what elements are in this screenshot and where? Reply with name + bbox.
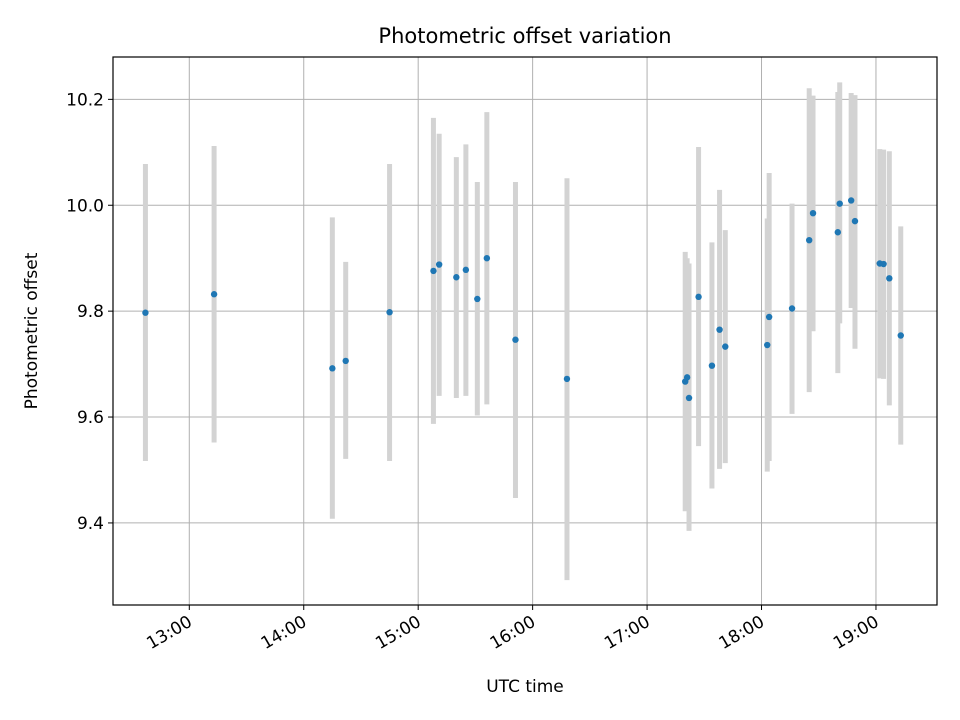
data-point bbox=[880, 260, 887, 268]
data-points bbox=[142, 197, 904, 402]
data-point bbox=[806, 236, 813, 244]
data-point bbox=[765, 313, 773, 321]
data-point bbox=[851, 217, 859, 225]
x-tick-label: 14:00 bbox=[258, 612, 310, 654]
data-point bbox=[809, 209, 817, 217]
y-tick-label: 10.2 bbox=[66, 90, 104, 110]
data-point bbox=[462, 266, 470, 274]
y-tick-label: 10.0 bbox=[66, 196, 104, 216]
data-point bbox=[483, 254, 491, 262]
data-point bbox=[453, 274, 460, 281]
data-point bbox=[764, 341, 771, 349]
data-point bbox=[683, 374, 691, 381]
y-tick-label: 9.8 bbox=[77, 302, 104, 322]
data-point bbox=[722, 343, 729, 350]
y-axis-ticks: 9.4 9.6 9.8 10.0 10.2 bbox=[66, 90, 113, 534]
data-point bbox=[342, 357, 349, 365]
data-point bbox=[847, 197, 855, 204]
x-axis-ticks: 13:00 14:00 15:00 16:00 17:00 18:00 19:00 bbox=[143, 605, 882, 654]
data-point bbox=[685, 394, 693, 402]
data-point bbox=[563, 375, 571, 383]
x-tick-label: 15:00 bbox=[372, 612, 424, 654]
x-tick-label: 17:00 bbox=[601, 612, 653, 654]
data-point bbox=[474, 295, 481, 303]
x-axis-title: UTC time bbox=[486, 677, 564, 697]
x-tick-label: 19:00 bbox=[830, 612, 882, 654]
x-tick-label: 16:00 bbox=[487, 612, 539, 654]
data-point bbox=[142, 309, 149, 316]
y-tick-label: 9.4 bbox=[77, 514, 104, 534]
data-point bbox=[695, 293, 702, 301]
data-point bbox=[897, 332, 904, 339]
data-point bbox=[386, 309, 393, 316]
data-point bbox=[886, 275, 893, 282]
x-tick-label: 13:00 bbox=[143, 612, 195, 654]
data-point bbox=[716, 326, 723, 333]
plot-frame bbox=[112, 56, 938, 606]
data-point bbox=[435, 261, 443, 268]
data-point bbox=[836, 200, 843, 207]
data-point bbox=[512, 336, 519, 343]
data-point bbox=[788, 305, 796, 312]
y-axis-title: Photometric offset bbox=[22, 252, 42, 409]
data-point bbox=[210, 291, 218, 298]
data-point bbox=[708, 362, 716, 369]
data-point bbox=[430, 267, 437, 275]
x-tick-label: 18:00 bbox=[716, 612, 768, 654]
data-point bbox=[834, 229, 842, 236]
y-tick-label: 9.6 bbox=[77, 408, 104, 428]
grid bbox=[113, 57, 937, 605]
error-bars bbox=[142, 82, 904, 581]
chart-title: Photometric offset variation bbox=[378, 24, 671, 48]
data-point bbox=[329, 365, 336, 372]
